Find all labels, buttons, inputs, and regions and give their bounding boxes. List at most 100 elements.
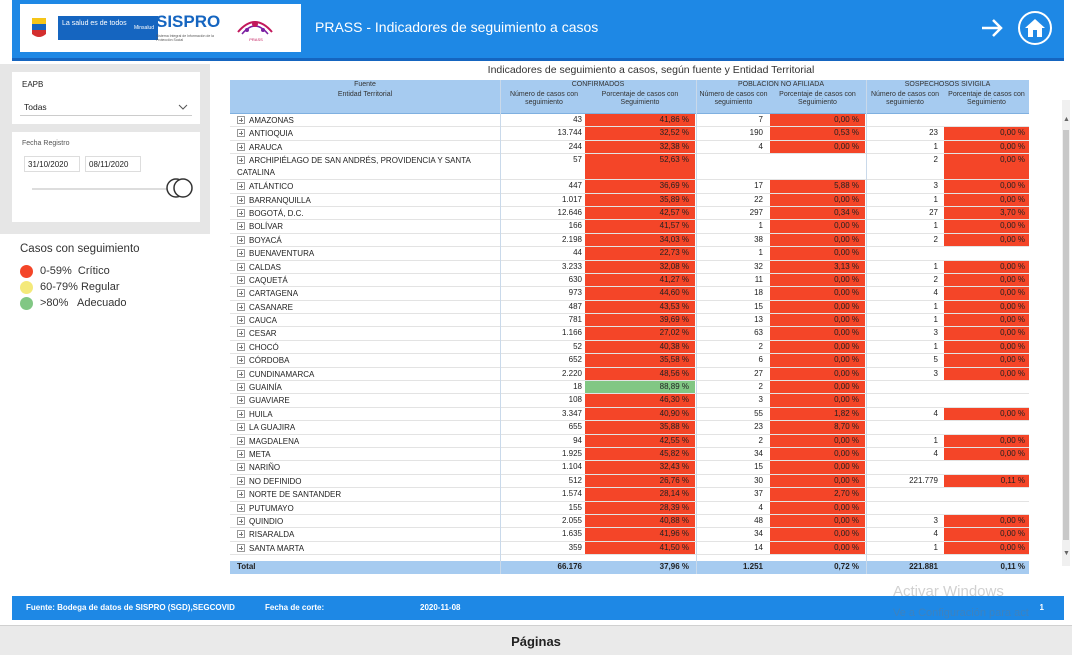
table-row[interactable]: ATLÁNTICO 447 36,69 % 17 5,88 % 3 0,00 %	[230, 180, 1029, 194]
expand-icon[interactable]	[237, 249, 245, 258]
arrow-right-icon[interactable]	[980, 15, 1004, 41]
expand-icon[interactable]	[237, 543, 245, 552]
expand-icon[interactable]	[237, 208, 245, 217]
indicators-table: Fuente Entidad Territorial CONFIRMADOS P…	[230, 80, 1029, 574]
date-slider-handle[interactable]	[166, 176, 194, 200]
table-row[interactable]: CHOCÓ 52 40,38 % 2 0,00 % 1 0,00 %	[230, 340, 1029, 355]
expand-icon[interactable]	[237, 463, 245, 472]
table-cell: 1	[933, 315, 938, 325]
table-cell: 0,00 %	[770, 220, 865, 233]
expand-icon[interactable]	[237, 476, 245, 485]
table-cell: 34	[754, 448, 763, 458]
table-cell: 94	[573, 435, 582, 445]
table-cell: 0,00 %	[944, 314, 1029, 327]
table-cell: 22,73 %	[585, 247, 695, 260]
table-row[interactable]: AMAZONAS 43 41,86 % 7 0,00 %	[230, 114, 1029, 128]
table-row[interactable]: CALDAS 3.233 32,08 % 32 3,13 % 1 0,00 %	[230, 260, 1029, 274]
expand-icon[interactable]	[237, 530, 245, 539]
table-row[interactable]: GUAVIARE 108 46,30 % 3 0,00 %	[230, 394, 1029, 408]
expand-icon[interactable]	[237, 275, 245, 284]
entity-name-cell: CAUCA	[234, 314, 496, 326]
table-row[interactable]: NORTE DE SANTANDER 1.574 28,14 % 37 2,70 %	[230, 488, 1029, 502]
table-cell: 108	[568, 395, 582, 405]
table-cell: 0,00 %	[770, 233, 865, 247]
expand-icon[interactable]	[237, 409, 245, 418]
scrollbar-thumb[interactable]	[1063, 130, 1069, 540]
table-cell: 0,00 %	[944, 528, 1029, 541]
expand-icon[interactable]	[237, 342, 245, 351]
expand-icon[interactable]	[237, 396, 245, 405]
expand-icon[interactable]	[237, 329, 245, 338]
expand-icon[interactable]	[237, 302, 245, 311]
table-cell: 23	[754, 422, 763, 432]
fecha-end-input[interactable]: 08/11/2020	[85, 156, 141, 172]
table-cell: 2	[758, 435, 763, 445]
table-row[interactable]: CÓRDOBA 652 35,58 % 6 0,00 % 5 0,00 %	[230, 354, 1029, 368]
expand-icon[interactable]	[237, 369, 245, 378]
expand-icon[interactable]	[237, 235, 245, 244]
expand-icon[interactable]	[237, 262, 245, 271]
expand-icon[interactable]	[237, 436, 245, 445]
table-row[interactable]: ANTIOQUIA 13.744 32,52 % 190 0,53 % 23 0,00 %	[230, 127, 1029, 141]
table-cell: 166	[568, 221, 582, 231]
table-cell: 5,88 %	[770, 180, 865, 193]
table-row[interactable]: NO DEFINIDO 512 26,76 % 30 0,00 % 221.779 0,11…	[230, 474, 1029, 489]
table-row[interactable]: RISARALDA 1.635 41,96 % 34 0,00 % 4 0,00 %	[230, 528, 1029, 542]
table-row[interactable]: CUNDINAMARCA 2.220 48,56 % 27 0,00 % 3 0,00 %	[230, 367, 1029, 382]
expand-icon[interactable]	[237, 490, 245, 499]
table-row[interactable]: BARRANQUILLA 1.017 35,89 % 22 0,00 % 1 0,00 %	[230, 193, 1029, 207]
expand-icon[interactable]	[237, 116, 245, 124]
date-slider-track[interactable]	[32, 188, 182, 190]
entity-name-cell: GUAVIARE	[234, 394, 496, 406]
table-row[interactable]: CAQUETÁ 630 41,27 % 11 0,00 % 2 0,00 %	[230, 273, 1029, 288]
expand-icon[interactable]	[237, 316, 245, 325]
fecha-start-input[interactable]: 31/10/2020	[24, 156, 80, 172]
pages-bar[interactable]: Páginas	[0, 625, 1072, 655]
table-row[interactable]: ARCHIPIÉLAGO DE SAN ANDRÉS, PROVIDENCIA …	[230, 154, 1029, 181]
expand-icon[interactable]	[237, 383, 245, 392]
table-row[interactable]: PUTUMAYO 155 28,39 % 4 0,00 %	[230, 501, 1029, 515]
expand-icon[interactable]	[237, 449, 245, 458]
table-cell: 11	[754, 274, 763, 284]
table-row[interactable]: GUAINÍA 18 88,89 % 2 0,00 %	[230, 381, 1029, 395]
table-cell: 44,60 %	[585, 287, 695, 300]
scroll-down-icon[interactable]: ▼	[1063, 550, 1070, 557]
table-row[interactable]: BOGOTÁ, D.C. 12.646 42,57 % 297 0,34 % 27 3,70…	[230, 206, 1029, 221]
expand-icon[interactable]	[237, 423, 245, 432]
table-row[interactable]: MAGDALENA 94 42,55 % 2 0,00 % 1 0,00 %	[230, 434, 1029, 448]
eapb-dropdown[interactable]: Todas	[20, 98, 192, 116]
table-row[interactable]: CAUCA 781 39,69 % 13 0,00 % 1 0,00 %	[230, 314, 1029, 328]
table-row[interactable]: CARTAGENA 973 44,60 % 18 0,00 % 4 0,00 %	[230, 287, 1029, 301]
expand-icon[interactable]	[237, 129, 245, 138]
expand-icon[interactable]	[237, 195, 245, 204]
expand-icon[interactable]	[237, 503, 245, 512]
table-row[interactable]: HUILA 3.347 40,90 % 55 1,82 % 4 0,00 %	[230, 407, 1029, 422]
scroll-up-icon[interactable]: ▲	[1063, 116, 1070, 123]
table-row[interactable]: BUENAVENTURA 44 22,73 % 1 0,00 %	[230, 247, 1029, 261]
table-row[interactable]: BOLÍVAR 166 41,57 % 1 0,00 % 1 0,00 %	[230, 220, 1029, 234]
table-row[interactable]: LA GUAJIRA 655 35,88 % 23 8,70 %	[230, 421, 1029, 435]
expand-icon[interactable]	[237, 142, 245, 151]
table-row[interactable]: ARAUCA 244 32,38 % 4 0,00 % 1 0,00 %	[230, 140, 1029, 155]
table-row[interactable]: META 1.925 45,82 % 34 0,00 % 4 0,00 %	[230, 447, 1029, 462]
expand-icon[interactable]	[237, 182, 245, 191]
entity-name-cell: NO DEFINIDO	[234, 475, 496, 487]
table-row[interactable]: SANTA MARTA 359 41,50 % 14 0,00 % 1 0,00 %	[230, 541, 1029, 556]
expand-icon[interactable]	[237, 516, 245, 525]
eapb-filter: EAPB Todas	[12, 72, 200, 124]
table-row[interactable]: CASANARE 487 43,53 % 15 0,00 % 1 0,00 %	[230, 300, 1029, 315]
table-row[interactable]: BOYACÁ 2.198 34,03 % 38 0,00 % 2 0,00 %	[230, 233, 1029, 248]
expand-icon[interactable]	[237, 156, 245, 165]
table-cell: 44	[573, 248, 582, 258]
home-icon[interactable]	[1017, 10, 1053, 46]
table-row[interactable]: QUINDIO 2.055 40,88 % 48 0,00 % 3 0,00 %	[230, 514, 1029, 529]
expand-icon[interactable]	[237, 222, 245, 231]
table-cell: 17	[754, 181, 763, 191]
expand-icon[interactable]	[237, 356, 245, 365]
expand-icon[interactable]	[237, 289, 245, 298]
table-title: Indicadores de seguimiento a casos, segú…	[487, 64, 815, 76]
table-cell: 0,00 %	[944, 514, 1029, 528]
table-row[interactable]: CESAR 1.166 27,02 % 63 0,00 % 3 0,00 %	[230, 327, 1029, 341]
table-row[interactable]: NARIÑO 1.104 32,43 % 15 0,00 %	[230, 461, 1029, 475]
table-cell: 15	[754, 301, 763, 311]
